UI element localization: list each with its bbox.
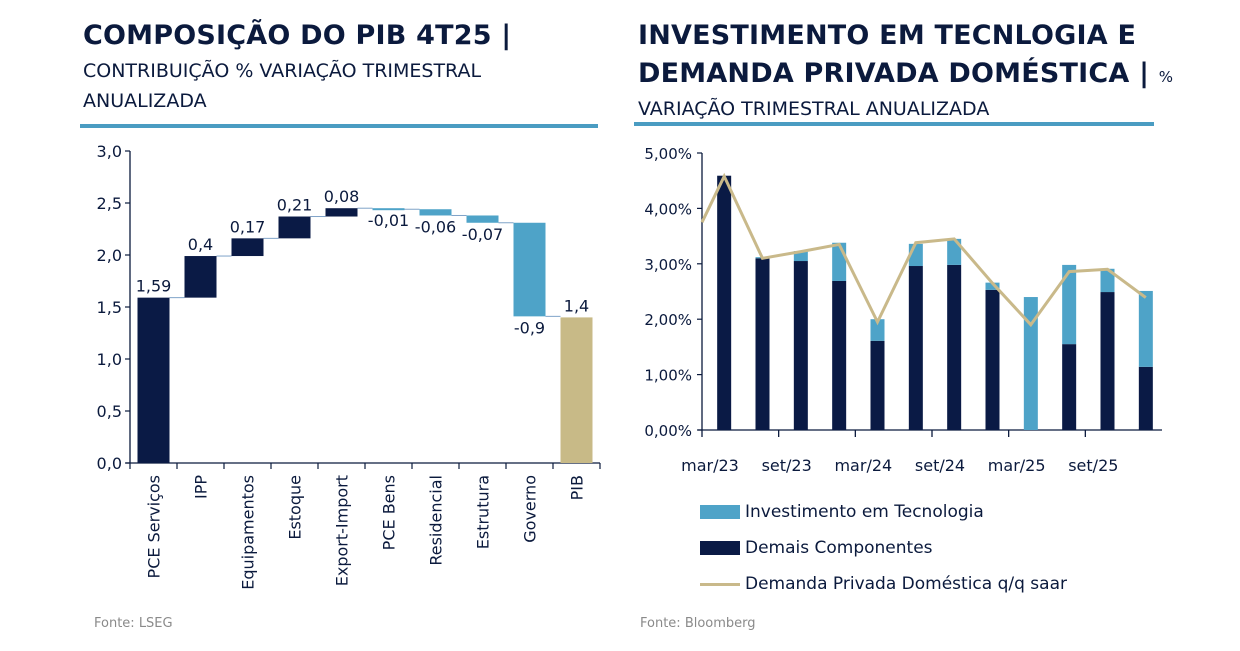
legend-item-tech: Investimento em Tecnologia [700,494,1067,530]
y-tick-label: 3,0 [97,142,122,161]
right-chart-title-line2: DEMANDA PRIVADA DOMÉSTICA | % [638,58,1173,89]
legend-label-demand: Demanda Privada Doméstica q/q saar [745,574,1067,594]
legend-item-demand: Demanda Privada Doméstica q/q saar [700,566,1067,602]
bar-demais-componentes [755,258,770,430]
data-label: -0,9 [514,318,545,337]
bar-demais-componentes [717,175,732,430]
waterfall-bar [466,215,499,223]
y-tick-label: 1,5 [97,298,122,317]
bar-demais-componentes [870,340,885,430]
right-source: Fonte: Bloomberg [640,616,756,631]
bar-demais-componentes [1100,292,1115,430]
waterfall-bar [419,209,452,216]
y-tick-label: 3,00% [644,256,692,274]
x-tick-label: mar/23 [681,456,739,475]
bar-investimento-tecnologia [1062,264,1077,345]
x-tick-label: set/24 [915,456,965,475]
x-category-label: Estrutura [474,475,493,549]
y-tick-label: 5,00% [644,145,692,163]
stacked-bar-line-chart: 0,00% 1,00% 2,00% 3,00% 4,00% 5,00% mar/23 set… [644,145,1162,475]
x-category-label: Governo [521,475,540,543]
waterfall-bar [560,317,593,463]
waterfall-bar [278,216,311,239]
waterfall-chart: 0,0 0,5 1,0 1,5 2,0 2,5 3,0 1,59 0,4 0,17 0,21 0,0… [97,142,601,590]
bar-demais-componentes [1138,366,1153,430]
bar-investimento-tecnologia [832,242,847,281]
bar-demais-componentes [832,280,847,430]
bar-demais-componentes [793,261,808,430]
x-tick-label: mar/24 [834,456,892,475]
bar-demais-componentes [947,264,962,430]
legend-item-other: Demais Componentes [700,530,1067,566]
right-title-rule [634,122,1154,126]
x-category-label: IPP [192,475,211,499]
y-tick-label: 0,5 [97,402,122,421]
data-label: -0,07 [462,225,503,244]
right-chart-legend: Investimento em Tecnologia Demais Compon… [700,494,1067,602]
x-category-label: Residencial [427,475,446,566]
waterfall-bar [184,256,217,298]
line-demanda-privada [700,172,1147,328]
left-source: Fonte: LSEG [94,616,173,631]
data-label: 0,17 [230,217,266,236]
x-tick-label: set/23 [762,456,812,475]
y-tick-label: 2,00% [644,311,692,329]
right-chart-title-suffix: % [1158,68,1174,86]
x-tick-label: mar/25 [988,456,1046,475]
bar-demais-componentes [1062,344,1077,430]
legend-label-other: Demais Componentes [745,538,933,558]
legend-swatch-other [700,541,740,555]
waterfall-bar [231,238,264,257]
waterfall-bar [137,297,170,463]
bar-investimento-tecnologia [985,282,1000,290]
left-chart-title: COMPOSIÇÃO DO PIB 4T25 | [83,20,512,51]
y-tick-label: 1,00% [644,367,692,385]
data-label: 1,4 [564,296,589,315]
y-tick-label: 2,5 [97,194,122,213]
data-label: -0,06 [415,217,456,236]
left-chart-subtitle-line2: ANUALIZADA [83,90,207,112]
bar-demais-componentes [908,266,923,430]
bar-investimento-tecnologia [947,238,962,265]
x-tick-label: set/25 [1068,456,1118,475]
x-category-label: PIB [568,475,587,500]
x-category-label: PCE Serviços [145,475,164,578]
legend-label-tech: Investimento em Tecnologia [745,502,984,522]
y-tick-label: 2,0 [97,246,122,265]
waterfall-bar [372,208,405,211]
waterfall-bar [513,222,546,317]
y-tick-label: 0,00% [644,422,692,440]
waterfall-bar [325,208,358,217]
left-title-rule [80,124,598,128]
y-tick-label: 4,00% [644,200,692,218]
data-label: 0,4 [188,235,213,254]
x-category-label: Export-Import [333,475,352,586]
y-tick-label: 1,0 [97,350,122,369]
bar-investimento-tecnologia [1138,290,1153,367]
data-label: 1,59 [136,277,172,296]
bar-investimento-tecnologia [1100,268,1115,293]
y-tick-label: 0,0 [97,454,122,473]
right-chart-title-line1: INVESTIMENTO EM TECNLOGIA E [638,20,1137,51]
legend-swatch-tech [700,505,740,519]
right-chart-title-line2-text: DEMANDA PRIVADA DOMÉSTICA | [638,58,1150,89]
x-category-label: PCE Bens [380,475,399,550]
bar-investimento-tecnologia [793,251,808,262]
x-category-label: Equipamentos [239,475,258,590]
left-chart-subtitle-line1: CONTRIBUIÇÃO % VARIAÇÃO TRIMESTRAL [83,60,482,82]
x-category-label: Estoque [286,475,305,540]
bar-investimento-tecnologia [1023,297,1038,430]
legend-swatch-demand [700,582,740,586]
data-label: 0,08 [324,187,360,206]
data-label: -0,01 [368,211,409,230]
bar-investimento-tecnologia [870,319,885,341]
bar-demais-componentes [985,289,1000,430]
right-chart-subtitle: VARIAÇÃO TRIMESTRAL ANUALIZADA [638,98,990,120]
data-label: 0,21 [277,196,313,215]
